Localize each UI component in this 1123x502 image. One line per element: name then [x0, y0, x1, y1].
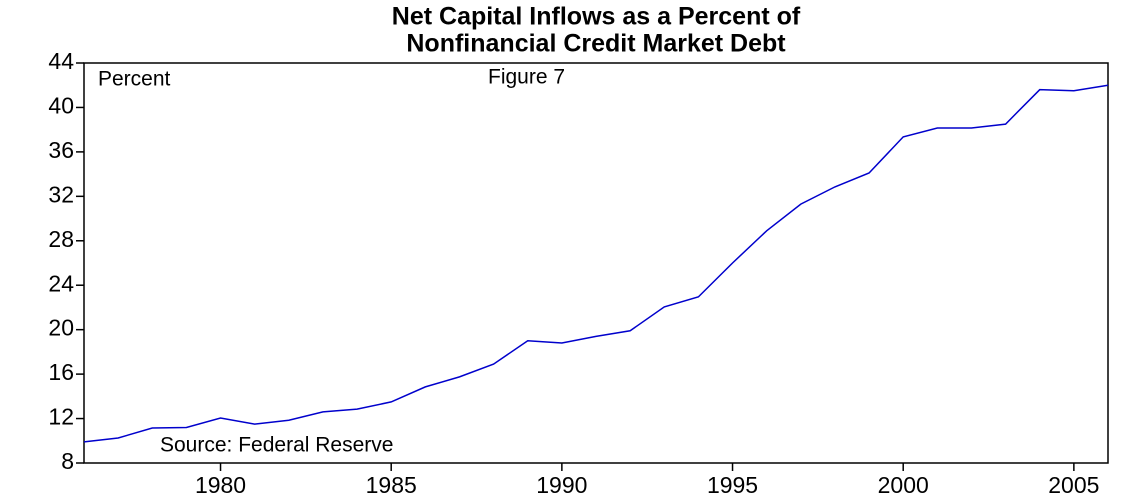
- chart-title: Nonfinancial Credit Market Debt: [406, 30, 786, 58]
- x-tick-label: 1980: [195, 472, 246, 498]
- x-tick-label: 2000: [878, 472, 929, 498]
- x-tick-label: 1995: [707, 472, 758, 498]
- x-tick-label: 1985: [366, 472, 417, 498]
- x-tick-label: 2005: [1048, 472, 1099, 498]
- annotation: Source: Federal Reserve: [160, 434, 393, 457]
- annotation: Figure 7: [488, 66, 565, 89]
- y-tick-label: 40: [48, 93, 74, 119]
- y-tick-label: 8: [61, 448, 74, 474]
- chart-title: Net Capital Inflows as a Percent of: [392, 3, 801, 31]
- annotation: Percent: [98, 68, 171, 91]
- x-tick-label: 1990: [536, 472, 587, 498]
- y-tick-label: 24: [48, 270, 74, 296]
- y-tick-label: 36: [48, 137, 74, 163]
- y-tick-label: 20: [48, 315, 74, 341]
- y-tick-label: 16: [48, 359, 74, 385]
- data-line: [83, 84, 1109, 443]
- y-tick-label: 28: [48, 226, 74, 252]
- y-tick-label: 32: [48, 181, 74, 207]
- plot-frame: [83, 62, 1109, 464]
- y-tick-label: 12: [48, 404, 74, 430]
- y-tick-label: 44: [48, 48, 74, 74]
